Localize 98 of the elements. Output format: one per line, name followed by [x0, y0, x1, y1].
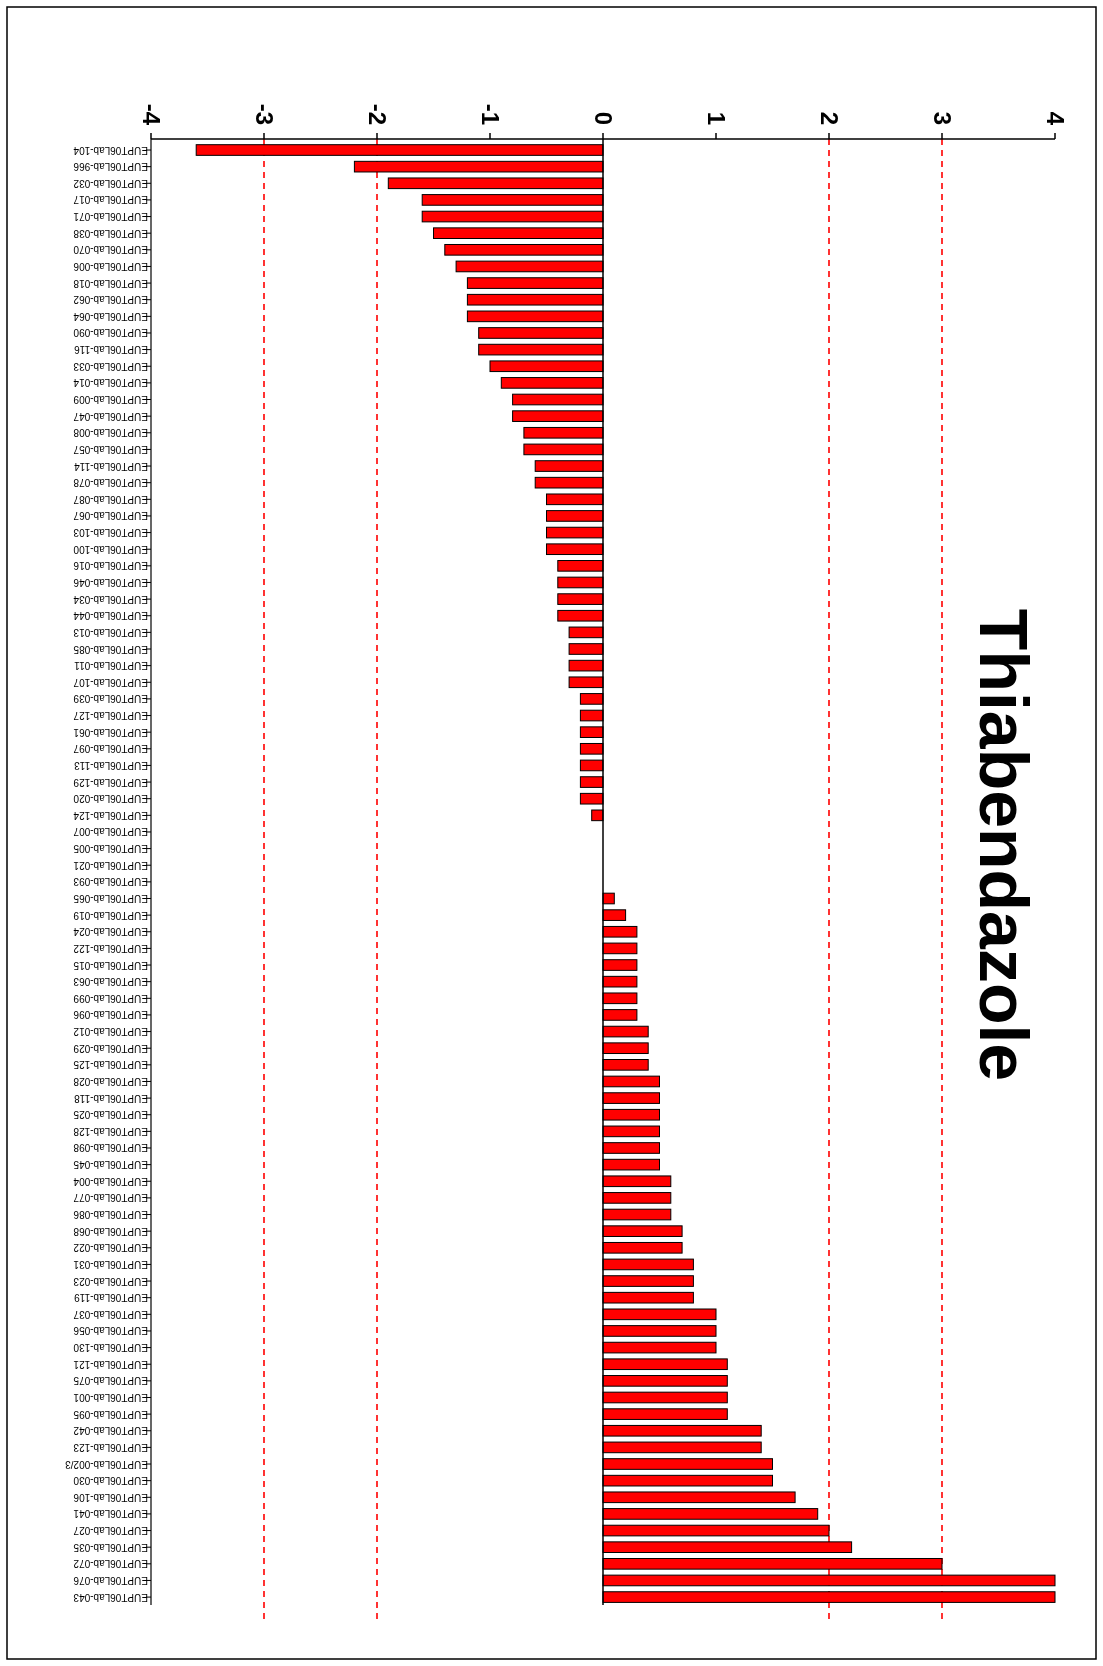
y-tick-label: EUPT06Lab-099 — [73, 992, 148, 1004]
y-tick-label: EUPT06Lab-116 — [73, 344, 148, 356]
y-tick-label: EUPT06Lab-107 — [73, 676, 148, 688]
y-tick-label: EUPT06Lab-119 — [73, 1292, 148, 1304]
y-tick-label: EUPT06Lab-122 — [73, 942, 148, 954]
y-tick-label: EUPT06Lab-098 — [73, 1142, 148, 1154]
y-tick-label: EUPT06Lab-129 — [73, 776, 148, 788]
y-tick-label: EUPT06Lab-011 — [73, 660, 148, 672]
y-tick-label: EUPT06Lab-032 — [73, 177, 148, 189]
y-tick-label: EUPT06Lab-042 — [73, 1425, 148, 1437]
y-tick-label: EUPT06Lab-061 — [73, 726, 148, 738]
y-tick-label: EUPT06Lab-093 — [73, 876, 148, 888]
y-tick-label: EUPT06Lab-095 — [73, 1408, 148, 1420]
y-tick-label: EUPT06Lab-009 — [73, 394, 148, 406]
x-tick-label: 2 — [815, 111, 843, 125]
y-tick-label: EUPT06Lab-065 — [73, 893, 148, 904]
y-tick-label: EUPT06Lab-063 — [73, 976, 148, 988]
y-tick-label: EUPT06Lab-038 — [73, 227, 148, 239]
y-tick-label: EUPT06Lab-023 — [73, 1275, 148, 1287]
y-tick-label: EUPT06Lab-076 — [73, 1574, 148, 1586]
y-tick-label: EUPT06Lab-062 — [73, 294, 148, 306]
y-tick-label: EUPT06Lab-087 — [73, 493, 148, 505]
y-tick-label: EUPT06Lab-033 — [73, 360, 148, 372]
y-tick-label: EUPT06Lab-006 — [73, 260, 148, 272]
y-tick-label: EUPT06Lab-067 — [73, 510, 148, 522]
y-tick-label: EUPT06Lab-022 — [73, 1242, 148, 1254]
y-tick-label: EUPT06Lab-070 — [73, 244, 148, 256]
y-tick-label: EUPT06Lab-005 — [73, 843, 148, 855]
y-tick-label: EUPT06Lab-071 — [73, 211, 148, 223]
y-tick-label: EUPT06Lab-030 — [73, 1475, 148, 1487]
y-tick-label: EUPT06Lab-124 — [73, 809, 148, 821]
x-tick-label: -4 — [137, 103, 165, 126]
y-tick-label: EUPT06Lab-016 — [73, 560, 148, 572]
y-tick-label: EUPT06Lab-012 — [73, 1026, 148, 1038]
y-tick-label: EUPT06Lab-130 — [73, 1342, 148, 1354]
x-tick-label: -3 — [250, 103, 278, 125]
y-tick-label: EUPT06Lab-034 — [73, 593, 148, 605]
y-tick-label: EUPT06Lab-125 — [73, 1059, 148, 1071]
x-tick-label: 4 — [1041, 111, 1069, 126]
y-tick-label: EUPT06Lab-039 — [73, 693, 148, 705]
y-tick-label: EUPT06Lab-068 — [73, 1225, 148, 1237]
y-tick-label: EUPT06Lab-047 — [73, 410, 148, 422]
y-tick-label: EUPT06Lab-041 — [73, 1508, 148, 1520]
y-tick-label: EUPT06Lab-077 — [73, 1192, 148, 1204]
y-tick-label: EUPT06Lab-028 — [73, 1075, 148, 1087]
y-tick-label: EUPT06Lab-031 — [73, 1258, 148, 1270]
y-tick-label: EUPT06Lab-123 — [73, 1441, 148, 1453]
y-tick-label: EUPT06Lab-090 — [73, 327, 148, 339]
y-tick-label: EUPT06Lab-085 — [73, 643, 148, 655]
y-tick-label: EUPT06Lab-043 — [73, 1591, 148, 1603]
y-tick-label: EUPT06Lab-096 — [73, 1009, 148, 1021]
y-tick-label: EUPT06Lab-966 — [73, 161, 148, 173]
x-tick-label: 3 — [928, 111, 956, 125]
y-tick-label: EUPT06Lab-025 — [73, 1109, 148, 1121]
y-tick-label: EUPT06Lab-127 — [73, 710, 148, 722]
y-tick-label: EUPT06Lab-113 — [73, 759, 148, 771]
y-tick-label: EUPT06Lab-104 — [73, 144, 148, 156]
y-tick-label: EUPT06Lab-014 — [73, 377, 148, 389]
y-tick-label: EUPT06Lab-029 — [73, 1042, 148, 1054]
y-tick-label: EUPT06Lab-001 — [73, 1391, 148, 1403]
y-tick-label: EUPT06Lab-007 — [73, 826, 148, 838]
y-tick-label: EUPT06Lab-035 — [73, 1541, 148, 1553]
x-tick-label: 0 — [589, 111, 617, 125]
y-tick-label: EUPT06Lab-017 — [73, 194, 148, 206]
y-tick-label: EUPT06Lab-037 — [73, 1308, 148, 1320]
y-tick-label: EUPT06Lab-018 — [73, 277, 148, 289]
y-tick-label: EUPT06Lab-019 — [73, 909, 148, 921]
text: Thiabendazole — [966, 608, 1042, 1082]
y-tick-label: EUPT06Lab-103 — [73, 527, 148, 539]
y-tick-label: EUPT06Lab-100 — [73, 543, 148, 555]
x-tick-label: -1 — [476, 103, 504, 125]
y-tick-label: EUPT06Lab-064 — [73, 310, 148, 322]
y-tick-label: EUPT06Lab-057 — [73, 443, 148, 455]
y-tick-label: EUPT06Lab-008 — [73, 427, 148, 439]
y-tick-label: EUPT06Lab-097 — [73, 743, 148, 755]
y-tick-label: EUPT06Lab-045 — [73, 1159, 148, 1171]
y-tick-label: EUPT06Lab-027 — [73, 1525, 148, 1537]
y-tick-label: EUPT06Lab-128 — [73, 1125, 148, 1137]
y-tick-label: EUPT06Lab-056 — [73, 1325, 148, 1337]
y-tick-label: EUPT06Lab-004 — [73, 1175, 148, 1187]
y-tick-label: EUPT06Lab-013 — [73, 626, 148, 638]
y-tick-label: EUPT06Lab-002/3 — [64, 1458, 148, 1470]
y-tick-label: EUPT06Lab-024 — [73, 926, 148, 938]
x-tick-label: -2 — [363, 103, 391, 125]
y-tick-label: EUPT06Lab-106 — [73, 1491, 148, 1503]
y-tick-label: EUPT06Lab-020 — [73, 793, 148, 805]
y-tick-label: EUPT06Lab-078 — [73, 477, 148, 489]
x-tick-label: 1 — [702, 111, 730, 125]
y-tick-label: EUPT06Lab-046 — [73, 576, 148, 588]
y-tick-label: EUPT06Lab-121 — [73, 1358, 148, 1370]
y-tick-label: EUPT06Lab-118 — [73, 1092, 148, 1104]
y-tick-label: EUPT06Lab-075 — [73, 1375, 148, 1387]
y-tick-label: EUPT06Lab-114 — [73, 460, 148, 472]
y-tick-label: EUPT06Lab-015 — [73, 959, 148, 971]
y-tick-label: EUPT06Lab-086 — [73, 1209, 148, 1221]
y-tick-label: EUPT06Lab-044 — [73, 610, 148, 622]
y-tick-label: EUPT06Lab-072 — [73, 1558, 148, 1570]
y-tick-label: EUPT06Lab-021 — [73, 859, 148, 871]
